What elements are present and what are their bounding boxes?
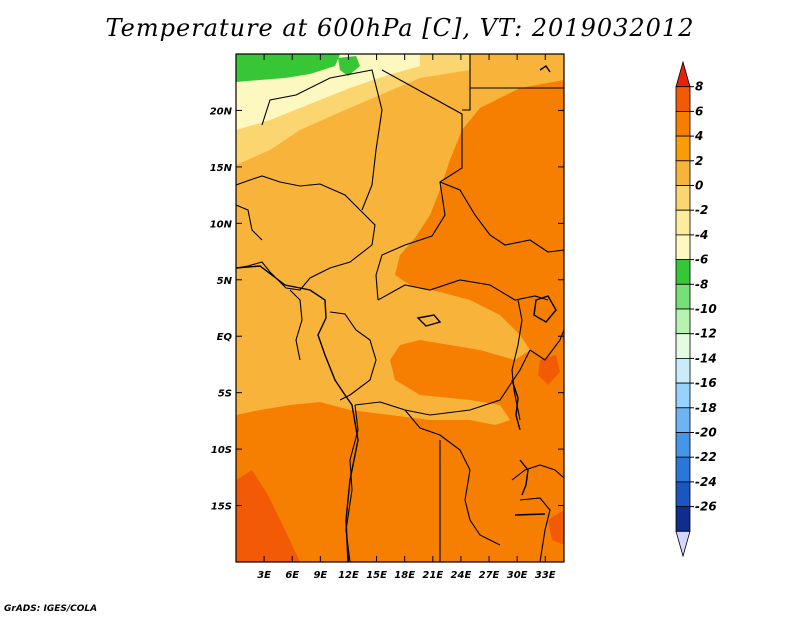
colorbar-label: -14 [695,351,717,365]
colorbar-swatch [675,382,691,409]
colorbar-label: 8 [695,80,703,94]
lon-tick-label: 18E [394,570,415,581]
field-band-warm-patch-southeast [548,510,564,545]
lat-tick-label: 10S [211,445,232,456]
colorbar-swatch [675,209,691,236]
colorbar-swatch [675,357,691,384]
colorbar-label: -6 [695,253,708,267]
colorbar-label: 4 [694,129,703,143]
field-band-green-patch-west [236,54,340,82]
grads-credit: GrADS: IGES/COLA [4,604,98,614]
colorbar-swatch [675,283,691,310]
lon-tick-label: 33E [535,570,556,581]
lon-tick-label: 12E [338,570,359,581]
colorbar-label: -24 [695,475,717,489]
coastlines-and-lakes [236,65,557,562]
lon-tick-label: 6E [285,570,299,581]
colorbar-swatch [675,86,691,112]
lat-tick-label: 5S [218,389,232,400]
colorbar-swatch [675,111,691,137]
colorbar-swatch [675,456,691,483]
colorbar-swatch [675,160,691,186]
lon-tick-label: 3E [257,570,271,581]
lon-tick-label: 15E [366,570,387,581]
lat-tick-label: EQ [217,332,233,343]
lat-tick-label: 5N [217,276,233,287]
colorbar-label: -18 [695,401,717,415]
colorbar-swatch [675,333,691,359]
map-axes: 3E 6E 9E 12E 15E 18E 21E 24E 27E 30E 33E 20N 15N 10N 5… [210,54,564,581]
colorbar-swatch [675,407,691,433]
lon-tick-label: 30E [507,570,528,581]
colorbar-label: -22 [695,450,717,464]
colorbar-label: 6 [695,104,703,118]
map-frame [235,53,565,563]
lon-tick-label: 24E [451,570,472,581]
colorbar: 8 6 4 2 0 -2 -4 -6 -8 -10 -12 -14 -16 -18 -20 -22 -24 -26 [675,60,717,558]
colorbar-label: 2 [695,154,703,168]
colorbar-label: -4 [695,228,708,242]
colorbar-label: -16 [695,376,717,390]
lat-tick-label: 20N [210,106,233,117]
lat-tick-label: 10N [210,219,233,230]
colorbar-swatch [675,308,691,335]
colorbar-swatch [675,185,691,211]
field-band-0-to-2 [236,54,564,425]
lat-tick-label: 15S [211,502,232,513]
colorbar-swatch [675,481,691,507]
colorbar-swatch [675,135,691,162]
colorbar-label: -12 [695,327,717,341]
colorbar-bottom-arrow [675,530,691,558]
lon-tick-label: 21E [422,570,443,581]
colorbar-swatch [675,234,691,260]
map-title: Temperature at 600hPa [C], VT: 201903201… [105,14,695,42]
lon-tick-label: 9E [313,570,327,581]
lon-tick-label: 27E [479,570,500,581]
colorbar-label: -8 [695,277,708,291]
colorbar-label: -2 [695,203,708,217]
temperature-field [236,54,564,562]
field-band-warm-patch-southwest [236,470,300,562]
colorbar-label: -20 [695,426,717,440]
colorbar-swatch [675,259,691,285]
colorbar-label: -10 [695,302,717,316]
lat-tick-label: 15N [210,163,233,174]
colorbar-swatch [675,506,691,532]
colorbar-top-arrow [675,60,691,88]
field-band-warm-patch-east [538,355,560,385]
field-band-green-patch-center [338,56,360,76]
colorbar-swatch [675,432,691,458]
colorbar-label: 0 [695,179,703,193]
colorbar-label: -26 [695,500,717,514]
